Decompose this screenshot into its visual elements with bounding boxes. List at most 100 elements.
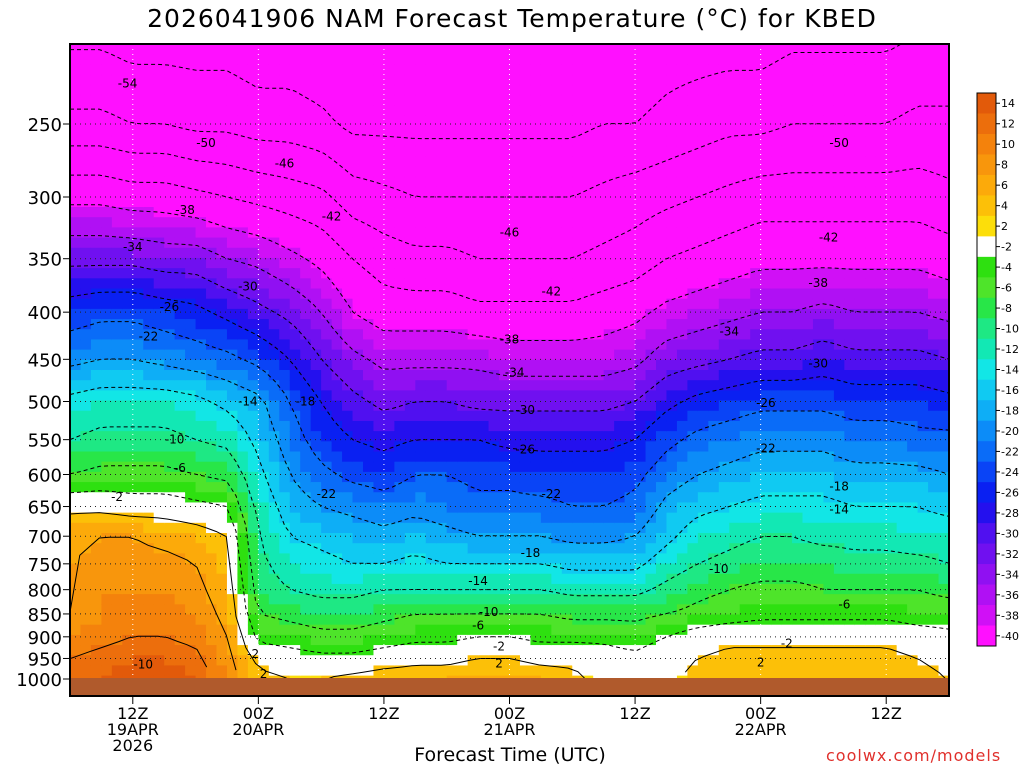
temperature-cell (844, 431, 856, 442)
temperature-cell (164, 207, 176, 218)
temperature-cell (676, 166, 688, 178)
temperature-cell (153, 227, 165, 239)
temperature-cell (404, 390, 416, 402)
temperature-cell (561, 665, 573, 677)
temperature-cell (101, 125, 113, 137)
temperature-cell (781, 339, 793, 351)
temperature-cell (425, 441, 437, 453)
temperature-cell (635, 512, 647, 524)
temperature-cell (854, 278, 866, 290)
temperature-cell (90, 186, 102, 198)
temperature-cell (132, 370, 144, 381)
temperature-cell (875, 359, 887, 371)
temperature-cell (540, 522, 552, 534)
temperature-cell (226, 594, 239, 605)
temperature-cell (624, 431, 636, 442)
temperature-cell (174, 217, 186, 228)
temperature-cell (823, 196, 835, 208)
temperature-cell (875, 431, 887, 442)
temperature-cell (802, 492, 814, 504)
temperature-cell (101, 451, 113, 463)
temperature-cell (258, 634, 270, 646)
temperature-cell (226, 512, 239, 524)
temperature-cell (226, 308, 239, 320)
temperature-cell (185, 563, 197, 575)
temperature-cell (467, 400, 479, 412)
temperature-cell (70, 227, 82, 239)
temperature-cell (268, 115, 280, 127)
temperature-cell (478, 135, 490, 147)
temperature-cell (572, 431, 584, 442)
temperature-cell (436, 492, 448, 504)
temperature-cell (488, 268, 500, 279)
temperature-cell (635, 420, 647, 432)
temperature-cell (279, 573, 291, 585)
temperature-cell (771, 665, 783, 677)
temperature-cell (478, 145, 490, 157)
temperature-cell (467, 339, 479, 351)
temperature-cell (363, 196, 375, 208)
temperature-cell (436, 186, 448, 198)
temperature-cell (153, 533, 165, 544)
temperature-cell (687, 665, 699, 677)
temperature-cell (551, 461, 563, 473)
temperature-cell (802, 196, 814, 208)
temperature-cell (792, 278, 804, 290)
temperature-cell (561, 319, 573, 330)
temperature-cell (708, 502, 720, 514)
temperature-cell (111, 624, 123, 636)
temperature-cell (844, 563, 856, 575)
temperature-cell (258, 64, 270, 76)
temperature-cell (603, 105, 615, 116)
temperature-cell (676, 410, 688, 422)
temperature-cell (352, 349, 364, 361)
temperature-cell (635, 441, 647, 453)
temperature-cell (132, 400, 144, 412)
temperature-cell (122, 400, 134, 412)
temperature-cell (111, 359, 123, 371)
temperature-cell (865, 156, 877, 167)
temperature-cell (708, 105, 720, 116)
temperature-cell (656, 410, 668, 422)
temperature-cell (101, 166, 113, 178)
temperature-cell (582, 176, 594, 188)
temperature-cell (258, 451, 270, 463)
temperature-cell (645, 156, 657, 167)
temperature-cell (687, 563, 699, 575)
temperature-cell (394, 359, 406, 371)
temperature-cell (823, 359, 835, 371)
temperature-cell (425, 268, 437, 279)
temperature-cell (383, 237, 395, 249)
temperature-cell (718, 370, 730, 381)
temperature-cell (164, 451, 176, 463)
temperature-cell (300, 135, 312, 147)
temperature-cell (80, 482, 92, 493)
temperature-cell (718, 390, 730, 402)
temperature-cell (268, 288, 280, 300)
temperature-cell (164, 359, 176, 371)
temperature-cell (404, 543, 416, 554)
temperature-cell (708, 614, 720, 626)
temperature-cell (844, 420, 856, 432)
temperature-cell (478, 268, 490, 279)
temperature-cell (279, 268, 291, 279)
temperature-cell (394, 604, 406, 616)
temperature-cell (603, 237, 615, 249)
temperature-cell (540, 573, 552, 585)
temperature-cell (488, 329, 500, 341)
temperature-cell (478, 553, 490, 565)
temperature-cell (132, 645, 144, 656)
temperature-cell (436, 94, 448, 106)
temperature-cell (310, 594, 322, 605)
temperature-cell (635, 380, 647, 391)
temperature-cell (143, 298, 155, 310)
temperature-cell (561, 634, 573, 646)
temperature-cell (425, 227, 437, 239)
temperature-cell (509, 84, 521, 96)
temperature-cell (676, 298, 688, 310)
temperature-cell (258, 257, 270, 269)
temperature-cell (624, 156, 636, 167)
temperature-cell (656, 441, 668, 453)
temperature-cell (394, 94, 406, 106)
temperature-cell (718, 482, 730, 493)
